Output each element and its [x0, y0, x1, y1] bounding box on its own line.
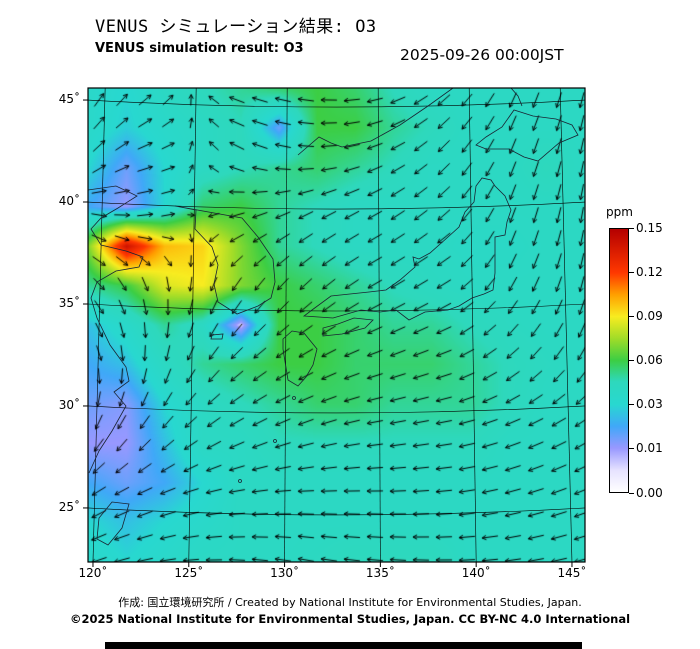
colorbar-tick-mark — [629, 271, 634, 273]
colorbar-tick-label: 0.01 — [636, 441, 663, 456]
page-subtitle-english: VENUS simulation result: O3 — [95, 41, 304, 56]
o3-concentration-wind-canvas — [88, 88, 585, 562]
graticule-coastline-overlay — [83, 87, 586, 567]
colorbar-unit-label: ppm — [606, 205, 633, 219]
lat-tick-label: 45˚ — [58, 92, 80, 107]
page-title-japanese: VENUS シミュレーション結果: O3 — [95, 17, 377, 37]
datetime-label: 2025-09-26 00:00JST — [400, 46, 564, 64]
colorbar-tick-label: 0.15 — [636, 220, 663, 235]
lat-tick-label: 35˚ — [58, 295, 80, 310]
colorbar-tick-mark — [629, 315, 634, 317]
colorbar-tick-mark — [629, 448, 634, 450]
colorbar-gradient — [609, 228, 629, 493]
colorbar-tick-mark — [629, 492, 634, 494]
colorbar-tick-label: 0.12 — [636, 264, 663, 279]
lat-tick-label: 40˚ — [58, 194, 80, 208]
colorbar-tick-label: 0.06 — [636, 353, 663, 367]
bottom-bar — [105, 642, 582, 649]
credit-line: 作成: 国立環境研究所 / Created by National Instit… — [118, 596, 582, 609]
colorbar-tick-label: 0.03 — [636, 397, 663, 412]
colorbar-tick-label: 0.09 — [636, 308, 663, 323]
lat-tick-label: 30˚ — [58, 397, 80, 412]
colorbar-tick-mark — [629, 227, 634, 229]
lat-tick-label: 25˚ — [58, 499, 80, 514]
colorbar-tick-mark — [629, 404, 634, 406]
footer: 作成: 国立環境研究所 / Created by National Instit… — [5, 595, 695, 628]
colorbar-tick-mark — [629, 360, 634, 361]
license-line: ©2025 National Institute for Environment… — [69, 611, 631, 626]
colorbar-tick-label: 0.00 — [636, 485, 663, 500]
map-plot — [83, 87, 586, 567]
